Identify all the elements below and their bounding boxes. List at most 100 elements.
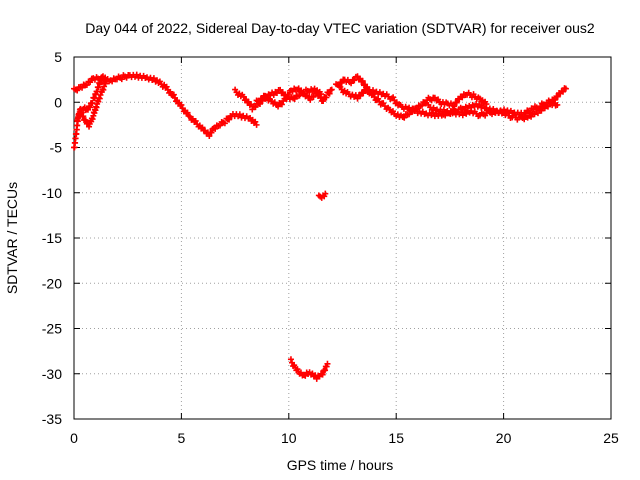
data-point — [87, 104, 94, 111]
series-8 — [287, 356, 331, 382]
data-point — [178, 101, 185, 108]
data-point — [319, 371, 326, 378]
series-4 — [333, 73, 490, 121]
data-point — [542, 102, 549, 109]
data-point — [323, 94, 330, 101]
data-point — [552, 96, 559, 103]
data-point — [96, 81, 103, 88]
data-point — [253, 121, 260, 128]
data-point — [562, 85, 569, 92]
data-point — [459, 94, 466, 101]
data-point — [163, 83, 170, 90]
series-6 — [425, 97, 561, 120]
data-point — [87, 79, 94, 86]
data-point — [236, 111, 243, 118]
data-point — [326, 90, 333, 97]
axis-ticks: 0 5 10 15 20 25 5 0 -5 -10 -15 -20 -25 -30 -35 — [42, 49, 619, 446]
y-tick-label-3: -10 — [42, 185, 62, 201]
data-point — [208, 129, 215, 136]
data-point — [453, 99, 460, 106]
data-point — [560, 88, 567, 95]
data-point — [170, 91, 177, 98]
data-point — [259, 96, 266, 103]
data-point — [206, 133, 213, 140]
data-point — [322, 190, 329, 197]
data-point — [150, 75, 157, 82]
data-point — [252, 104, 259, 111]
data-point — [554, 101, 561, 108]
data-point — [554, 93, 561, 100]
data-point — [217, 122, 224, 129]
y-tick-label-6: -25 — [42, 321, 62, 337]
data-point — [538, 107, 545, 114]
data-point — [318, 91, 325, 98]
data-point — [348, 80, 355, 87]
data-point — [360, 90, 367, 97]
data-point — [270, 92, 277, 98]
data-point — [287, 356, 294, 363]
data-point — [307, 96, 314, 103]
y-tick-label-8: -35 — [42, 411, 62, 427]
data-point — [167, 88, 174, 95]
data-point — [328, 86, 335, 93]
data-point — [89, 100, 96, 107]
data-point — [199, 124, 206, 131]
data-point — [370, 87, 377, 94]
x-tick-label-2: 10 — [281, 430, 297, 446]
data-point — [249, 106, 256, 113]
series-1 — [71, 74, 110, 130]
data-point — [527, 109, 534, 116]
series-7 — [315, 190, 329, 201]
data-point — [412, 106, 419, 113]
data-point — [291, 96, 298, 103]
y-tick-label-0: 5 — [54, 49, 62, 65]
data-point — [74, 87, 81, 94]
data-point — [530, 106, 537, 113]
grid-lines — [74, 57, 611, 419]
data-point — [296, 92, 303, 99]
data-point — [351, 77, 358, 84]
data-point — [226, 116, 233, 123]
data-point — [338, 79, 345, 86]
data-point — [528, 113, 535, 120]
data-point — [301, 91, 308, 98]
x-tick-label-5: 25 — [603, 430, 619, 446]
data-point — [531, 111, 538, 118]
x-axis-label: GPS time / hours — [287, 457, 394, 473]
data-point — [83, 120, 90, 127]
y-tick-label-1: 0 — [54, 94, 62, 110]
y-tick-label-7: -30 — [42, 366, 62, 382]
data-point — [109, 78, 116, 85]
x-tick-label-3: 15 — [388, 430, 404, 446]
data-point — [83, 82, 90, 89]
data-point — [324, 360, 331, 367]
y-tick-label-4: -15 — [42, 230, 62, 246]
data-point — [192, 117, 199, 124]
x-tick-label-1: 5 — [178, 430, 186, 446]
series-3 — [253, 85, 325, 105]
data-point — [74, 117, 81, 124]
chart-title: Day 044 of 2022, Sidereal Day-to-day VTE… — [85, 20, 595, 36]
data-point — [221, 120, 228, 127]
data-point — [118, 76, 125, 83]
data-point — [79, 84, 86, 91]
data-point — [252, 118, 259, 125]
data-point — [294, 366, 301, 373]
x-tick-label-4: 20 — [496, 430, 512, 446]
y-tick-label-2: -5 — [50, 140, 63, 156]
data-point — [310, 93, 317, 100]
data-point — [322, 367, 329, 374]
data-point — [278, 101, 285, 108]
data-point — [133, 71, 140, 78]
data-point — [390, 94, 397, 101]
data-points — [71, 71, 569, 382]
data-point — [320, 98, 327, 105]
data-point — [406, 111, 413, 118]
data-point — [359, 77, 366, 84]
data-point — [440, 106, 447, 113]
y-axis-label: SDTVAR / TECUs — [4, 182, 20, 294]
x-tick-label-0: 0 — [70, 430, 78, 446]
data-point — [86, 103, 93, 110]
data-point — [537, 103, 544, 110]
